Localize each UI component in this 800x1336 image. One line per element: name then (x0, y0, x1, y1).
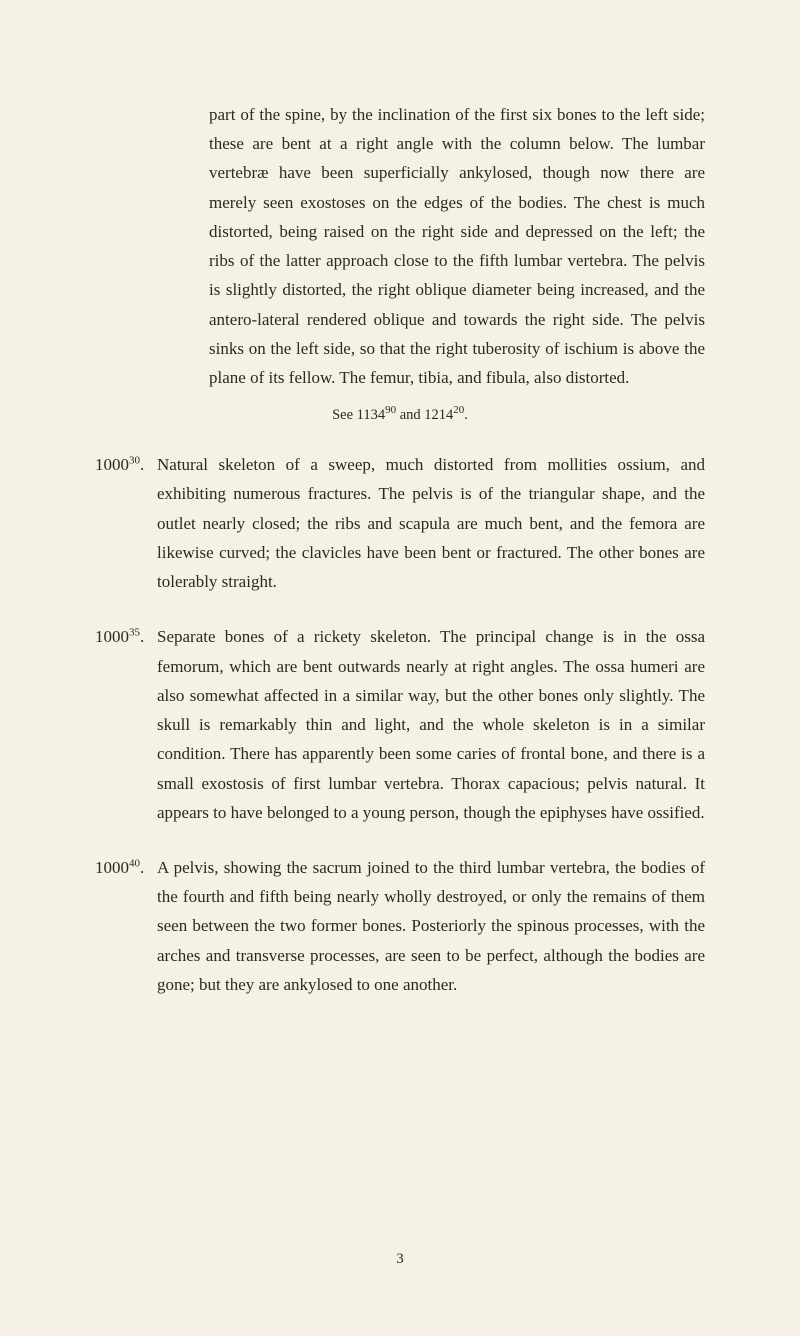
catalog-entry: 100040. A pelvis, showing the sacrum joi… (95, 853, 705, 999)
entry-text: A pelvis, showing the sacrum joined to t… (157, 853, 705, 999)
see-prefix: See 1134 (332, 407, 385, 423)
intro-paragraph: part of the spine, by the inclination of… (209, 100, 705, 392)
entry-number-sup: 40 (129, 857, 140, 869)
entry-number-suffix: . (140, 455, 144, 474)
entry-number-sup: 35 (129, 627, 140, 639)
catalog-entry: 100030. Natural skeleton of a sweep, muc… (95, 450, 705, 596)
entry-number-base: 1000 (95, 627, 129, 646)
page-number: 3 (0, 1251, 800, 1268)
see-sup2: 20 (453, 404, 464, 416)
entry-number: 100040. (95, 853, 157, 999)
entry-number-base: 1000 (95, 858, 129, 877)
entry-number: 100030. (95, 450, 157, 596)
see-suffix: . (464, 407, 468, 423)
entry-number: 100035. (95, 622, 157, 827)
see-reference-line: See 113490 and 121420. (95, 404, 705, 424)
entry-number-sup: 30 (129, 455, 140, 467)
entry-text: Natural skeleton of a sweep, much distor… (157, 450, 705, 596)
entry-number-base: 1000 (95, 455, 129, 474)
see-sup1: 90 (385, 404, 396, 416)
see-mid: and 1214 (396, 407, 453, 423)
entry-number-suffix: . (140, 627, 144, 646)
catalog-entry: 100035. Separate bones of a rickety skel… (95, 622, 705, 827)
entry-text: Separate bones of a rickety skeleton. Th… (157, 622, 705, 827)
entry-number-suffix: . (140, 858, 144, 877)
